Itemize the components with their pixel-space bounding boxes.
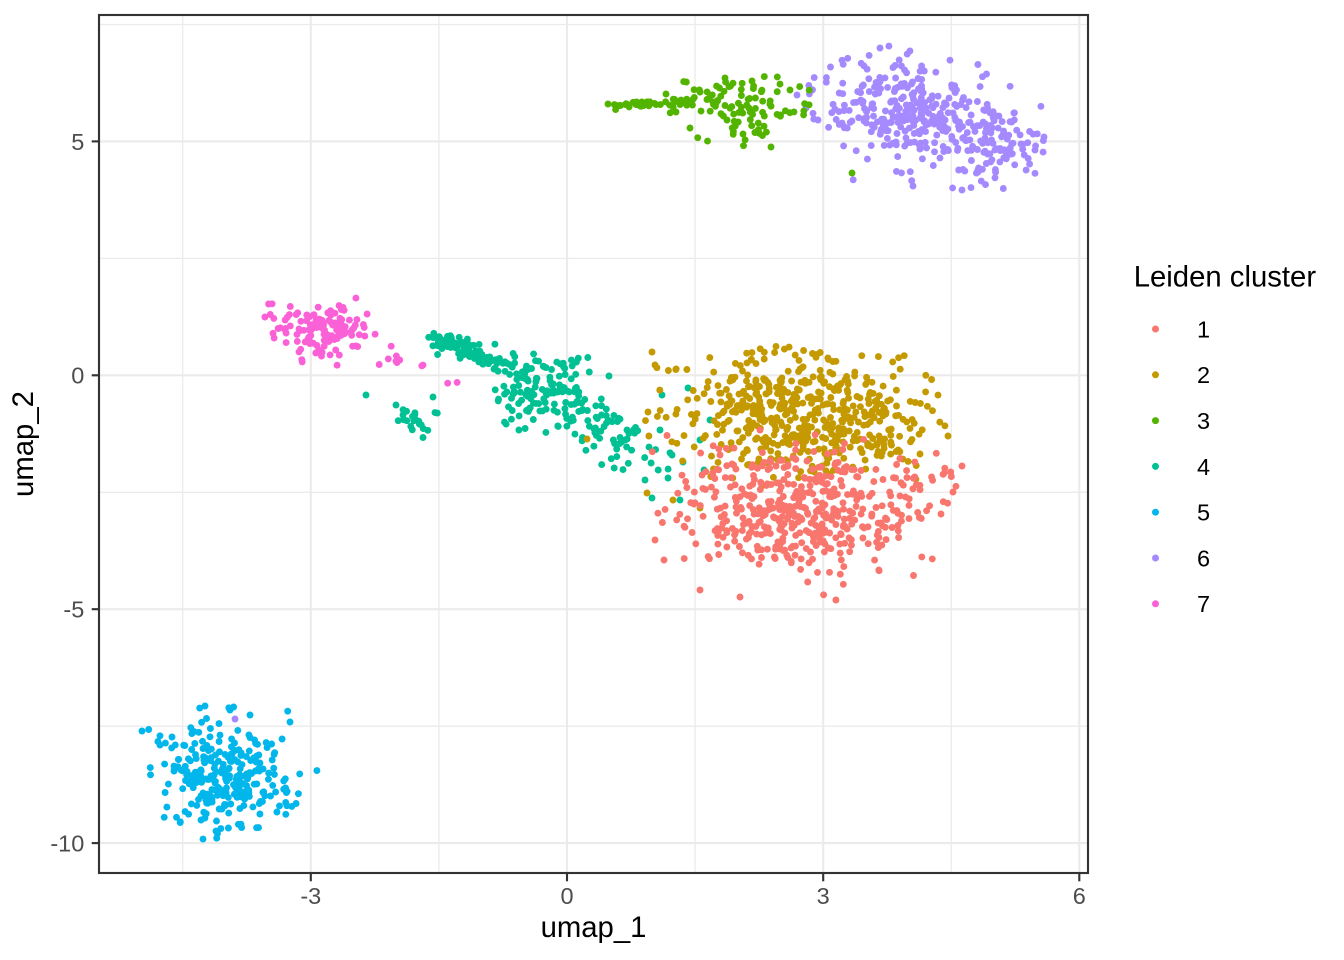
- svg-text:6: 6: [1073, 883, 1086, 909]
- svg-text:6: 6: [1197, 545, 1210, 571]
- svg-text:-5: -5: [63, 597, 84, 623]
- svg-text:0: 0: [71, 363, 84, 389]
- svg-text:3: 3: [817, 883, 830, 909]
- svg-text:1: 1: [1197, 316, 1210, 342]
- svg-text:-10: -10: [50, 831, 84, 857]
- svg-text:0: 0: [560, 883, 573, 909]
- svg-text:umap_2: umap_2: [7, 391, 40, 497]
- svg-text:umap_1: umap_1: [541, 911, 647, 944]
- svg-text:3: 3: [1197, 408, 1210, 434]
- svg-text:7: 7: [1197, 591, 1210, 617]
- svg-text:4: 4: [1197, 454, 1210, 480]
- svg-text:Leiden cluster: Leiden cluster: [1134, 260, 1317, 293]
- svg-text:5: 5: [1197, 500, 1210, 526]
- svg-text:-3: -3: [300, 883, 321, 909]
- svg-text:5: 5: [71, 129, 84, 155]
- svg-text:2: 2: [1197, 362, 1210, 388]
